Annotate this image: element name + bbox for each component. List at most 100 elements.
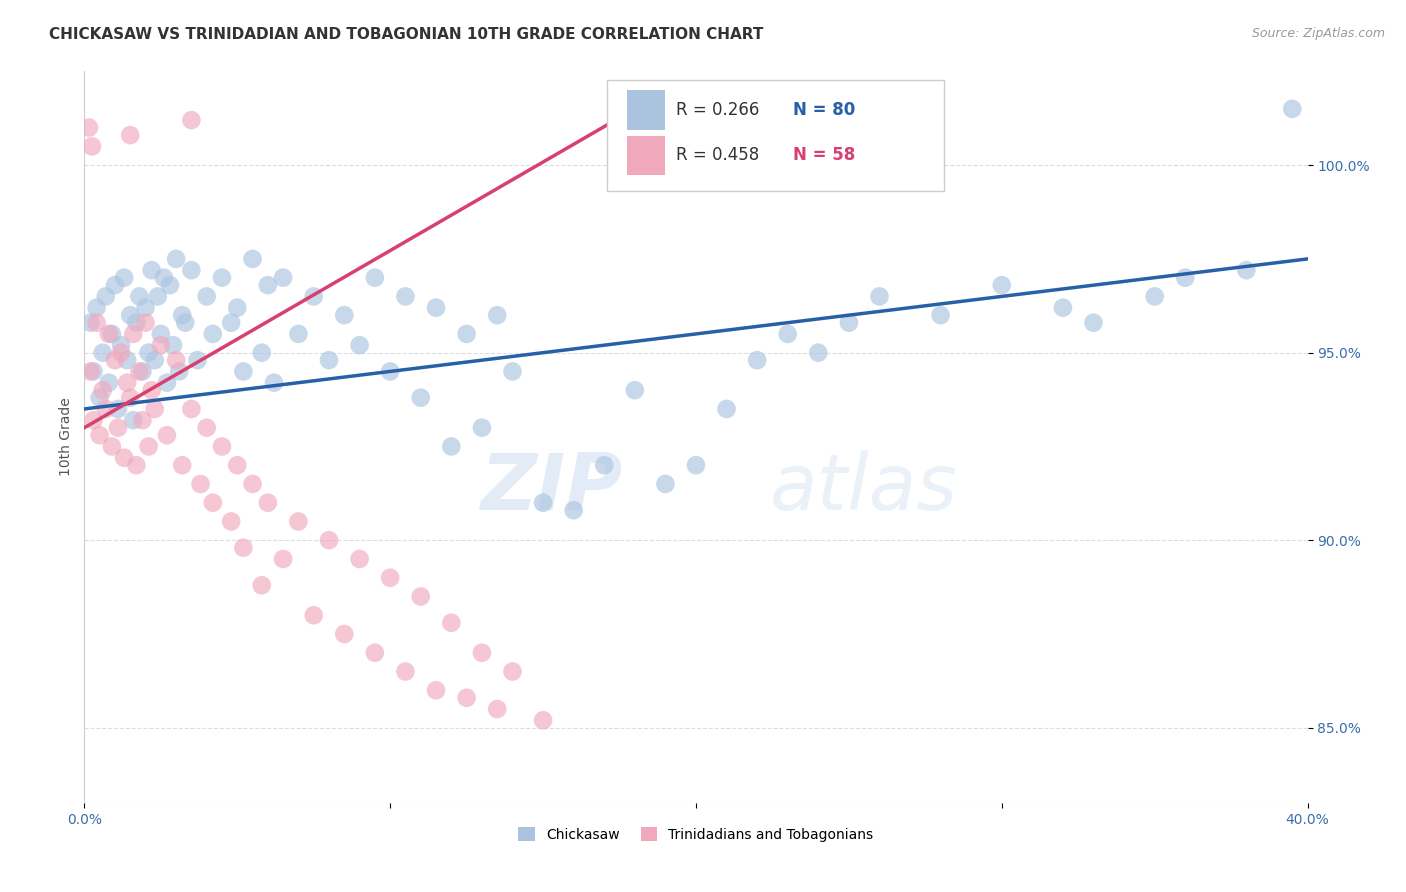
FancyBboxPatch shape: [606, 80, 945, 191]
Point: [86, 316, 108, 330]
Point: [502, 665, 524, 679]
Point: [624, 383, 647, 397]
Point: [165, 252, 187, 266]
FancyBboxPatch shape: [627, 136, 665, 175]
Point: [1052, 301, 1074, 315]
Point: [219, 515, 242, 529]
Legend: Chickasaw, Trinidadians and Tobagonians: Chickasaw, Trinidadians and Tobagonians: [513, 822, 879, 847]
Point: [86, 301, 108, 315]
Point: [593, 458, 616, 473]
Text: N = 80: N = 80: [793, 101, 855, 119]
Point: [79, 364, 101, 378]
Point: [1236, 263, 1258, 277]
Point: [869, 289, 891, 303]
Point: [409, 391, 432, 405]
Point: [153, 270, 176, 285]
Point: [104, 278, 127, 293]
Point: [531, 713, 554, 727]
Point: [409, 590, 432, 604]
Point: [156, 376, 179, 390]
Point: [104, 353, 127, 368]
Point: [79, 316, 101, 330]
Point: [135, 301, 157, 315]
Point: [226, 458, 249, 473]
Y-axis label: 10th Grade: 10th Grade: [59, 398, 73, 476]
Point: [141, 263, 163, 277]
Text: CHICKASAW VS TRINIDADIAN AND TOBAGONIAN 10TH GRADE CORRELATION CHART: CHICKASAW VS TRINIDADIAN AND TOBAGONIAN …: [49, 27, 763, 42]
Point: [115, 353, 138, 368]
Point: [271, 552, 294, 566]
Point: [562, 503, 585, 517]
Point: [112, 450, 135, 465]
Point: [685, 458, 707, 473]
Point: [97, 326, 120, 341]
Point: [89, 391, 111, 405]
Point: [364, 646, 387, 660]
Point: [232, 364, 254, 378]
Point: [110, 345, 132, 359]
Text: R = 0.458: R = 0.458: [676, 146, 759, 164]
Point: [122, 326, 145, 341]
Point: [287, 515, 309, 529]
Point: [380, 571, 402, 585]
Point: [128, 289, 150, 303]
FancyBboxPatch shape: [627, 90, 665, 129]
Point: [1143, 289, 1166, 303]
Point: [425, 301, 447, 315]
Point: [263, 376, 285, 390]
Point: [364, 270, 387, 285]
Point: [125, 316, 148, 330]
Point: [425, 683, 447, 698]
Text: N = 58: N = 58: [793, 146, 855, 164]
Point: [471, 646, 494, 660]
Point: [1083, 316, 1105, 330]
Point: [120, 128, 142, 142]
Point: [486, 702, 509, 716]
Point: [122, 413, 145, 427]
Point: [349, 552, 371, 566]
Point: [747, 353, 769, 368]
Point: [107, 420, 129, 434]
Point: [333, 627, 356, 641]
Point: [101, 326, 124, 341]
Point: [77, 120, 100, 135]
Point: [143, 353, 166, 368]
Point: [125, 458, 148, 473]
Point: [190, 477, 212, 491]
Point: [318, 353, 340, 368]
Point: [89, 428, 111, 442]
Point: [138, 345, 160, 359]
Point: [456, 326, 478, 341]
Point: [201, 496, 224, 510]
Point: [716, 401, 738, 416]
Point: [94, 401, 117, 416]
Point: [141, 383, 163, 397]
Point: [195, 420, 218, 434]
Point: [1174, 270, 1197, 285]
Point: [195, 289, 218, 303]
Point: [107, 401, 129, 416]
Point: [94, 289, 117, 303]
Point: [394, 289, 416, 303]
Point: [654, 477, 676, 491]
Point: [186, 353, 208, 368]
Point: [440, 615, 463, 630]
Point: [143, 401, 166, 416]
Point: [97, 376, 120, 390]
Point: [838, 316, 860, 330]
Point: [211, 270, 233, 285]
Point: [271, 270, 294, 285]
Point: [250, 578, 273, 592]
Point: [115, 376, 138, 390]
Point: [131, 413, 153, 427]
Point: [167, 364, 190, 378]
Point: [156, 428, 179, 442]
Point: [159, 278, 181, 293]
Point: [333, 308, 356, 322]
Point: [219, 316, 242, 330]
Point: [110, 338, 132, 352]
Point: [201, 326, 224, 341]
Point: [226, 301, 249, 315]
Point: [149, 338, 172, 352]
Text: atlas: atlas: [769, 450, 957, 526]
